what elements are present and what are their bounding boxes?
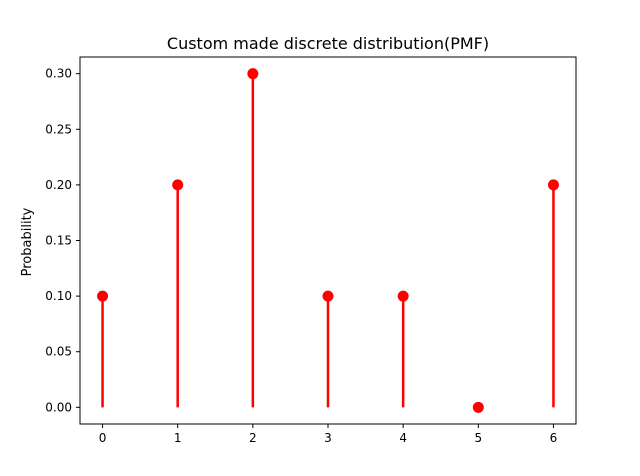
- x-tick-label-0: 0: [99, 431, 107, 445]
- stem-marker-0: [97, 290, 109, 302]
- y-tick-label-6: 0.30: [45, 67, 72, 81]
- y-tick-label-5: 0.25: [45, 122, 72, 136]
- y-tick-label-4: 0.20: [45, 178, 72, 192]
- chart-title: Custom made discrete distribution(PMF): [167, 34, 489, 53]
- stem-marker-4: [397, 290, 409, 302]
- x-tick-label-5: 5: [474, 431, 482, 445]
- plot-area: 0 1 2 3 4 5 6 0.00 0.05 0.10 0.15 0.20 0.25 0.30: [45, 67, 559, 445]
- y-tick-label-0: 0.00: [45, 400, 72, 414]
- stem-marker-3: [322, 290, 334, 302]
- x-tick-label-2: 2: [249, 431, 257, 445]
- x-tick-label-1: 1: [174, 431, 182, 445]
- stem-marker-5: [472, 401, 484, 413]
- stem-marker-2: [247, 68, 259, 80]
- x-tick-label-3: 3: [324, 431, 332, 445]
- y-axis-label: Probability: [20, 207, 35, 276]
- axes-frame: [79, 56, 577, 425]
- x-tick-label-6: 6: [550, 431, 558, 445]
- y-tick-label-3: 0.15: [45, 234, 72, 248]
- stem-marker-1: [172, 179, 184, 191]
- x-tick-label-4: 4: [399, 431, 407, 445]
- y-tick-label-1: 0.05: [45, 345, 72, 359]
- stem-marker-6: [547, 179, 559, 191]
- y-tick-label-2: 0.10: [45, 289, 72, 303]
